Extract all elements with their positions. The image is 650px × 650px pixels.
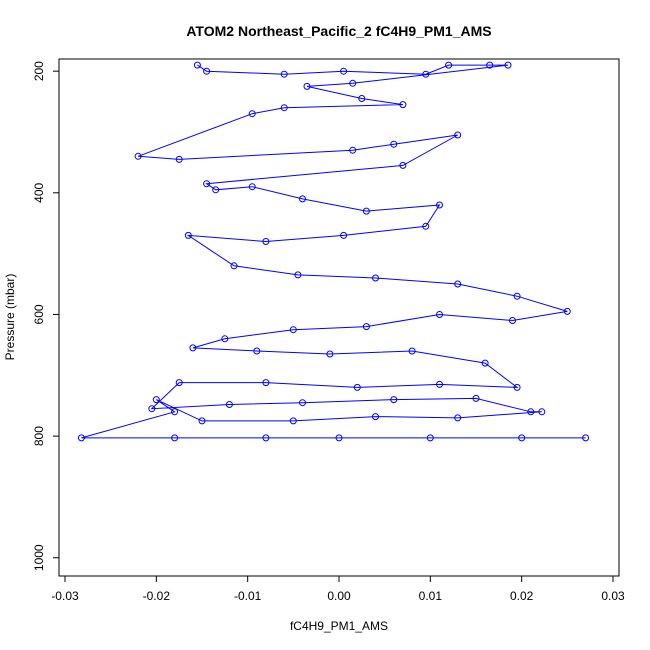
data-point	[134, 152, 142, 160]
y-tick-label: 800	[32, 426, 46, 446]
data-point	[509, 317, 516, 324]
x-tick-label: -0.01	[234, 589, 262, 603]
data-point	[340, 231, 348, 239]
data-point	[340, 67, 348, 75]
data-point	[262, 238, 270, 245]
data-point	[253, 347, 261, 355]
data-point	[436, 380, 443, 388]
y-axis-label: Pressure (mbar)	[3, 274, 17, 361]
data-point	[472, 394, 480, 402]
data-point	[248, 183, 256, 191]
data-point	[203, 67, 211, 75]
data-point	[299, 195, 306, 203]
data-point	[399, 101, 407, 109]
series-line	[81, 64, 586, 439]
data-point	[362, 323, 370, 331]
data-point	[225, 401, 233, 408]
data-point	[436, 201, 443, 209]
data-point	[422, 70, 430, 78]
data-point	[299, 399, 306, 407]
y-tick-label: 600	[32, 304, 46, 324]
data-point	[171, 434, 179, 442]
x-tick-label: 0.03	[601, 589, 625, 603]
data-point	[212, 186, 220, 194]
data-point	[189, 344, 197, 352]
data-point	[171, 408, 179, 416]
x-axis-label: fC4H9_PM1_AMS	[290, 619, 388, 633]
data-point	[390, 396, 398, 404]
data-point	[538, 408, 546, 416]
data-point	[248, 110, 256, 118]
data-point	[221, 335, 229, 343]
x-tick-label: -0.03	[51, 589, 79, 603]
data-point	[280, 104, 288, 112]
data-point	[513, 292, 521, 300]
data-point	[184, 231, 192, 239]
plot-frame	[58, 58, 620, 577]
data-point	[582, 434, 590, 442]
data-point	[518, 434, 526, 442]
y-tick-label: 1000	[32, 544, 46, 571]
x-tick-label: 0.00	[327, 589, 351, 603]
data-point	[262, 434, 270, 442]
data-point	[280, 70, 288, 78]
data-point	[362, 207, 370, 215]
y-tick-label: 400	[32, 182, 46, 202]
data-point	[77, 434, 85, 442]
x-axis: -0.03 -0.02 -0.01 0.00 0.01 0.02 0.03	[51, 575, 625, 603]
data-point	[289, 326, 297, 334]
data-point	[294, 271, 302, 279]
data-point	[481, 359, 489, 367]
data-point	[152, 396, 160, 404]
data-point	[486, 61, 494, 69]
data-point	[527, 408, 535, 416]
data-point	[436, 311, 443, 318]
data-point	[426, 434, 434, 442]
chart-title: ATOM2 Northeast_Pacific_2 fC4H9_PM1_AMS	[186, 23, 491, 39]
data-point	[198, 417, 206, 425]
data-point	[399, 161, 407, 169]
data-point	[454, 131, 462, 139]
data-point	[230, 262, 238, 270]
data-point	[358, 95, 366, 102]
data-point	[335, 434, 343, 442]
data-point	[193, 61, 201, 69]
data-point	[262, 379, 270, 387]
series-path	[81, 64, 586, 439]
y-axis: 200 400 600 800 1000	[32, 61, 59, 571]
data-point	[408, 347, 416, 355]
data-point	[326, 350, 334, 358]
data-point	[303, 82, 311, 90]
data-point	[422, 222, 430, 230]
data-point	[349, 146, 357, 154]
data-point	[445, 61, 453, 69]
x-tick-label: 0.02	[510, 589, 534, 603]
data-point	[372, 274, 379, 282]
data-point	[454, 414, 462, 422]
data-point	[504, 61, 512, 69]
data-point	[175, 155, 183, 163]
data-point	[148, 405, 156, 413]
data-point	[372, 413, 379, 421]
data-point	[454, 280, 462, 288]
data-point	[349, 79, 357, 87]
y-tick-label: 200	[32, 61, 46, 81]
data-point	[513, 383, 521, 391]
data-point	[353, 383, 361, 391]
x-tick-label: 0.01	[419, 589, 443, 603]
data-point	[390, 140, 398, 148]
data-point	[563, 307, 571, 315]
data-point	[203, 180, 211, 188]
x-tick-label: -0.02	[143, 589, 171, 603]
data-point	[175, 379, 183, 387]
data-point	[289, 417, 297, 425]
series-points	[77, 61, 590, 442]
